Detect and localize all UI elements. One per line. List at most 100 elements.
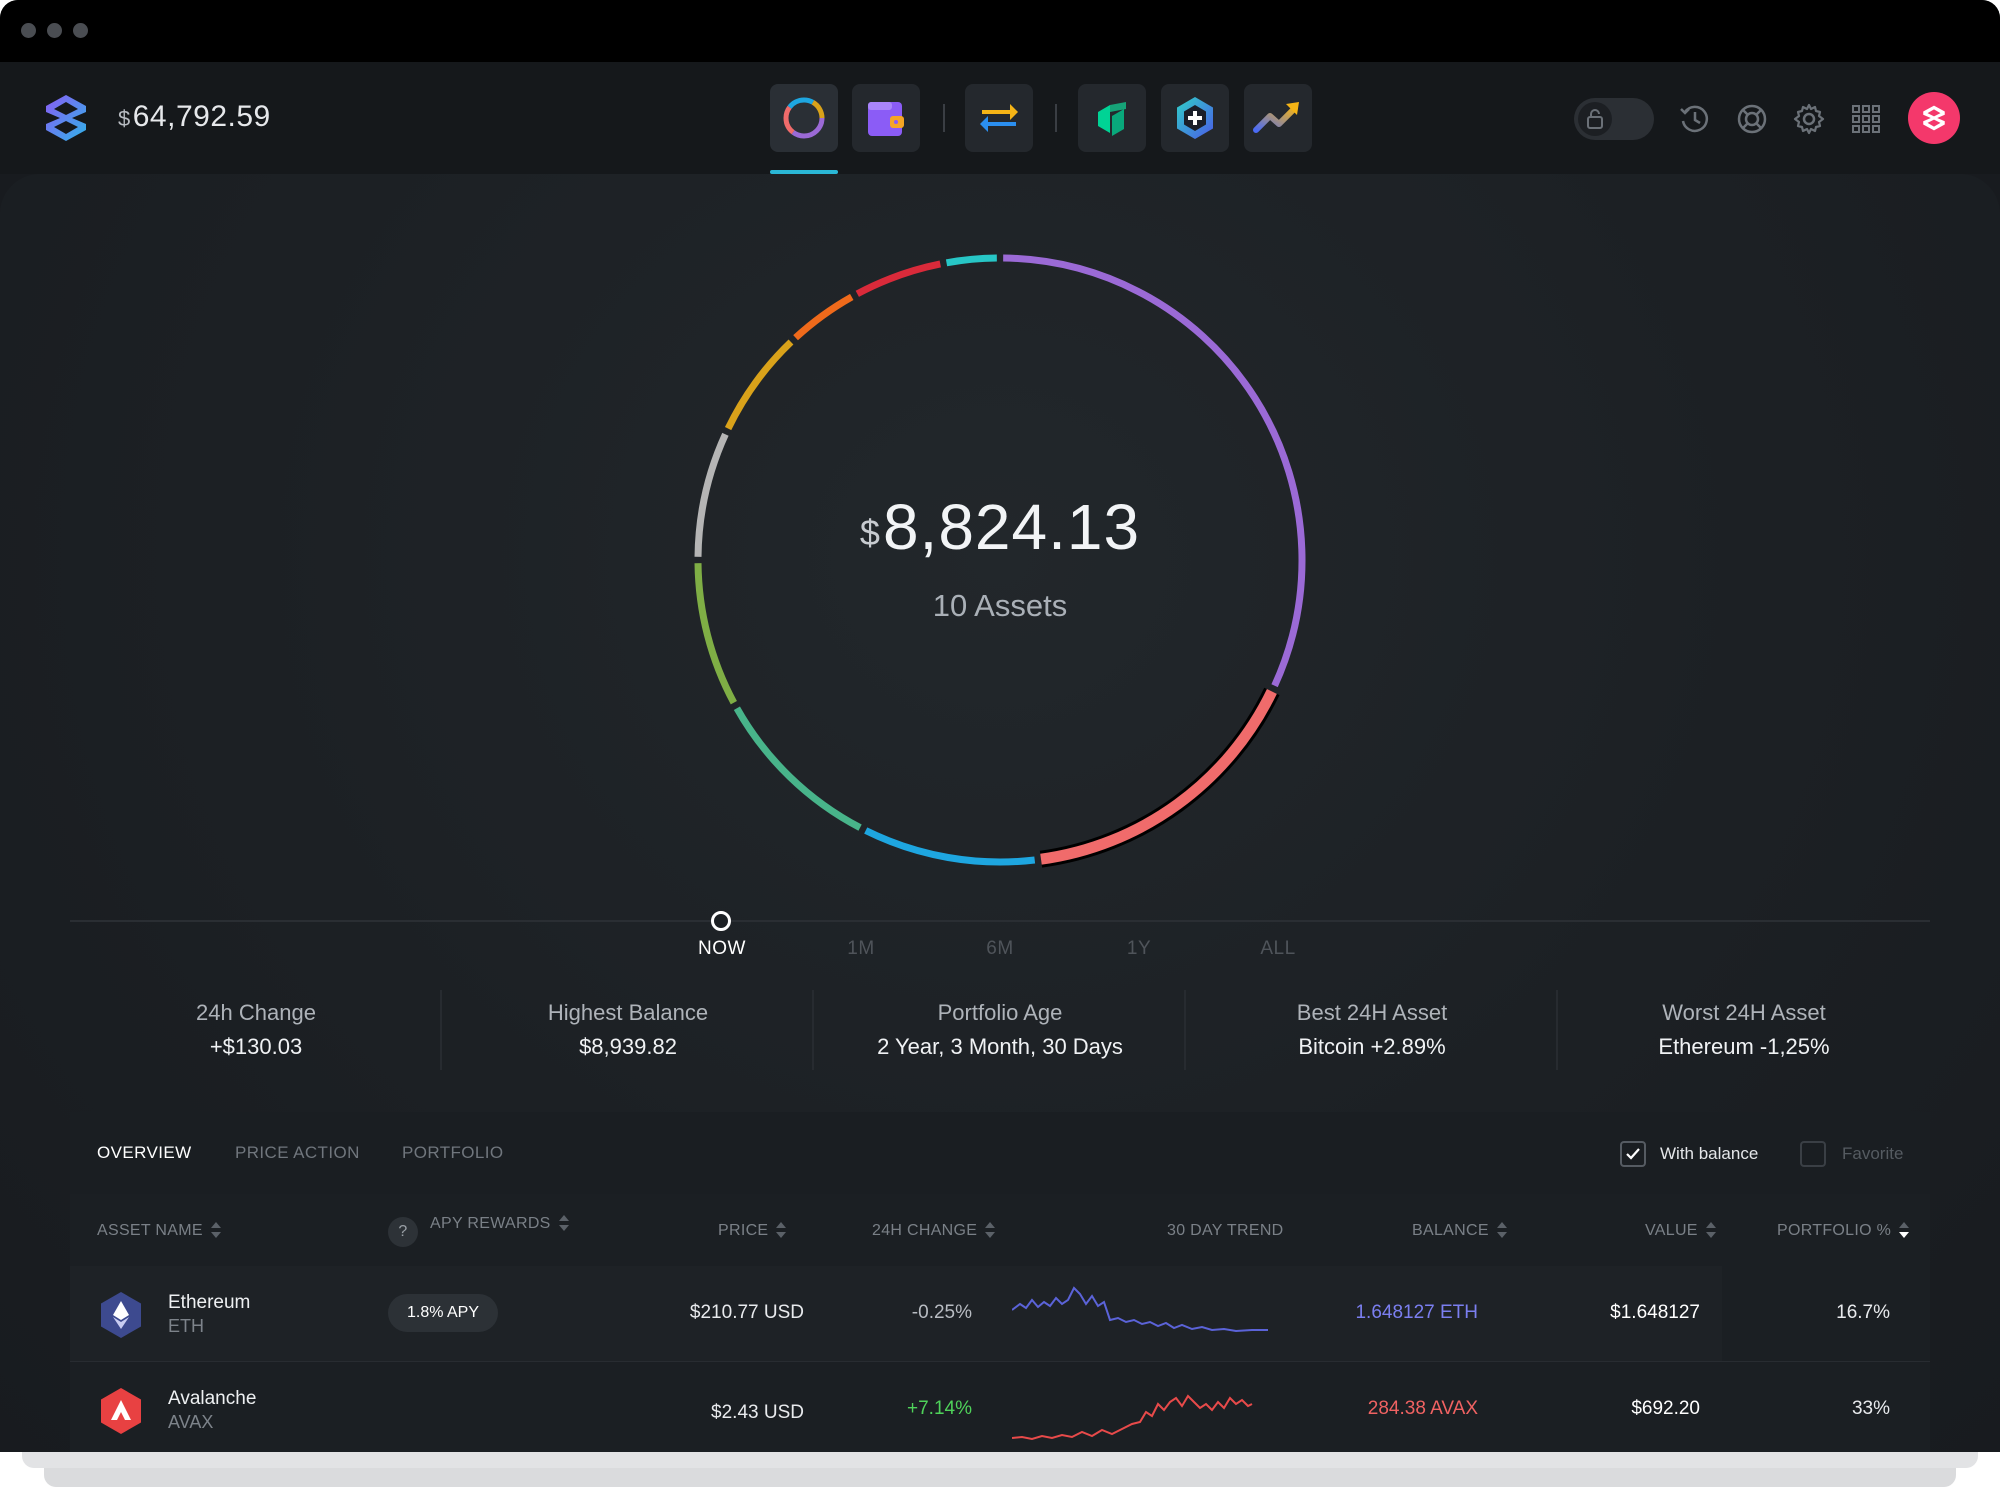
stat-value: 2 Year, 3 Month, 30 Days [877,1034,1123,1059]
nav-divider [943,104,945,132]
timeline-marker[interactable] [711,911,731,931]
profile-icon[interactable] [1908,92,1960,144]
donut-segment[interactable] [864,827,1036,866]
tab-price-action[interactable]: PRICE ACTION [235,1143,360,1162]
history-icon[interactable] [1676,100,1714,138]
with-balance-checkbox[interactable] [1620,1141,1646,1167]
asset-value: $1.648127 [1610,1302,1700,1323]
title-bar [0,0,2000,62]
nav-exchange-button[interactable] [965,84,1033,152]
stat-label: 24h Change [196,1000,316,1025]
with-balance-label: With balance [1660,1144,1759,1163]
stat-label: Worst 24H Asset [1662,1000,1826,1025]
lock-icon [1578,102,1612,136]
currency-symbol: $ [118,106,131,131]
sort-icon [776,1222,787,1238]
help-icon[interactable]: ? [388,1217,418,1247]
window-minimize-button[interactable] [47,23,62,38]
total-balance-value: 64,792.59 [132,100,271,133]
checkmark-icon [1626,1148,1640,1160]
asset-portfolio-percent: 16.7% [1836,1302,1890,1323]
sort-icon [1705,1222,1716,1238]
apy-badge[interactable]: 1.8% APY [388,1294,498,1332]
support-icon[interactable] [1733,100,1771,138]
stat-divider [440,990,442,1070]
stat-label: Highest Balance [547,1000,709,1025]
lock-toggle[interactable] [1574,98,1654,140]
col-apy-rewards[interactable]: ? APY REWARDS [388,1215,569,1247]
asset-symbol: ETH [168,1316,204,1336]
col-value[interactable]: VALUE [1645,1222,1716,1240]
asset-value: $692.20 [1631,1398,1700,1419]
tab-portfolio[interactable]: PORTFOLIO [402,1143,504,1162]
donut-segment[interactable] [1003,254,1306,688]
nav-active-indicator [770,170,838,174]
timeline-now[interactable]: NOW [698,938,746,959]
table-row[interactable]: Ethereum ETH 1.8% APY $210.77 USD -0.25%… [70,1266,1930,1362]
balance-currency: $ [859,512,881,553]
timeline-1m[interactable]: 1M [847,938,875,959]
timeline-1y[interactable]: 1Y [1126,938,1152,959]
compound-icon [1098,102,1126,136]
portfolio-donut-chart [694,254,1306,868]
assets-table: OVERVIEW PRICE ACTION PORTFOLIO With bal… [70,1112,1930,1452]
col-portfolio-percent[interactable]: PORTFOLIO % [1777,1222,1910,1240]
tab-overview[interactable]: OVERVIEW [97,1143,192,1162]
app-window: $64,792.59 [0,0,2000,1452]
nav-portfolio-button[interactable] [770,84,838,152]
wallet-icon [868,102,904,136]
window-close-button[interactable] [21,23,36,38]
trend-up-icon [1253,102,1299,133]
donut-segment[interactable] [724,339,794,431]
stat-value: +$130.03 [209,1034,303,1059]
sort-icon [558,1215,569,1231]
stat-24h-change: 24h Change +$130.03 [70,1000,442,1060]
nav-app-plus-button[interactable] [1161,84,1229,152]
donut-segment[interactable] [793,293,854,341]
donut-segment[interactable] [694,432,729,557]
stat-highest-balance: Highest Balance $8,939.82 [442,1000,814,1060]
donut-segment[interactable] [945,254,997,267]
nav-trending-button[interactable] [1244,84,1312,152]
asset-price: $210.77 USD [689,1302,804,1323]
portfolio-balance: $8,824.13 [700,490,1300,564]
balance-value: 8,824.13 [882,491,1141,563]
stat-value: Bitcoin +2.89% [1298,1034,1446,1059]
asset-portfolio-percent: 33% [1851,1398,1890,1419]
grid-icon[interactable] [1847,100,1885,138]
exchange-arrows-icon [980,104,1018,132]
sort-icon [210,1222,221,1238]
donut-segment[interactable] [1040,689,1277,865]
table-row[interactable]: Avalanche AVAX $2.43 USD +7.14% 284.38 A… [70,1362,1930,1452]
stat-value: $8,939.82 [579,1034,677,1059]
trend-sparkline [1012,1394,1253,1441]
nav-compound-button[interactable] [1078,84,1146,152]
donut-segment[interactable] [694,563,737,705]
donut-segment[interactable] [855,260,941,297]
exodus-logo-icon[interactable] [40,92,92,144]
asset-name: Ethereum [168,1292,251,1313]
app-header: $64,792.59 [0,62,2000,174]
window-shadow [22,1452,1978,1468]
nav-wallet-button[interactable] [852,84,920,152]
window-maximize-button[interactable] [73,23,88,38]
total-balance: $64,792.59 [118,100,271,134]
stat-value: Ethereum -1,25% [1658,1034,1830,1059]
favorite-checkbox[interactable] [1800,1141,1826,1167]
asset-price: $2.43 USD [711,1402,804,1423]
gear-icon[interactable] [1790,100,1828,138]
hexagon-plus-icon [1177,97,1213,139]
col-24h-change[interactable]: 24H CHANGE [872,1222,996,1240]
assets-count: 10 Assets [932,588,1068,623]
asset-balance: 1.648127 ETH [1355,1302,1478,1323]
avalanche-icon [101,1388,141,1434]
donut-segment-highlight [1039,687,1280,868]
timeline-6m[interactable]: 6M [986,938,1014,959]
donut-segment[interactable] [733,706,862,831]
timeline-all[interactable]: ALL [1260,938,1296,959]
table-tabs: OVERVIEW PRICE ACTION PORTFOLIO With bal… [70,1112,1930,1194]
col-balance[interactable]: BALANCE [1412,1222,1507,1240]
table-header: ASSET NAME ? APY REWARDS PRICE 24H CHANGE… [70,1194,1930,1266]
col-asset-name[interactable]: ASSET NAME [97,1222,221,1240]
col-price[interactable]: PRICE [718,1222,787,1240]
